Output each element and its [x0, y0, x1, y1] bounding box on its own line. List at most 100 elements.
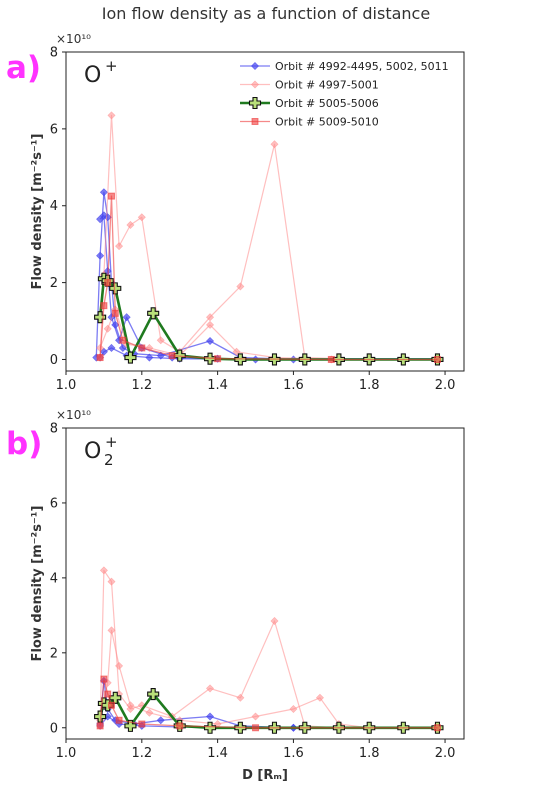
- data-point: [206, 320, 215, 329]
- x-tick-label: 2.0: [435, 746, 456, 761]
- data-point: [145, 708, 154, 717]
- series-2: [96, 566, 442, 732]
- data-point: [107, 343, 116, 352]
- data-point: [99, 188, 108, 197]
- data-point: [168, 352, 176, 360]
- data-layer: [92, 111, 444, 366]
- x-tick-label: 1.6: [283, 746, 304, 761]
- data-point: [206, 313, 215, 322]
- legend-entry: Orbit # 5009-5010: [275, 116, 379, 129]
- series-line: [95, 191, 438, 360]
- x-axis-label: D [Rₘ]: [242, 768, 288, 783]
- series-1: [96, 676, 442, 732]
- x-tick-label: 1.8: [359, 746, 380, 761]
- data-point: [107, 701, 115, 709]
- legend-marker: [250, 61, 260, 71]
- data-point: [124, 351, 137, 364]
- data-point: [107, 111, 116, 120]
- ion-label: O: [84, 439, 101, 464]
- data-point: [138, 344, 146, 352]
- data-point: [315, 693, 324, 702]
- legend-entry: Orbit # 5005-5006: [275, 97, 379, 110]
- ion-label: O: [84, 63, 101, 88]
- data-point: [147, 307, 160, 320]
- y-axis-label: Flow density [m⁻²s⁻¹]: [30, 134, 45, 290]
- series-1: [92, 188, 442, 364]
- data-point: [119, 336, 127, 344]
- data-point: [145, 353, 154, 362]
- data-point: [327, 355, 335, 363]
- legend: Orbit # 4992-4495, 5002, 5011 Orbit # 499…: [240, 60, 449, 129]
- y-tick-label: 2: [50, 646, 58, 661]
- data-point: [433, 724, 441, 732]
- y-tick-label: 2: [50, 276, 58, 291]
- data-point: [107, 626, 116, 635]
- series-line: [99, 114, 438, 361]
- data-layer: [94, 566, 444, 734]
- data-point: [96, 722, 104, 730]
- data-point: [104, 279, 112, 287]
- y-tick-label: 0: [50, 721, 58, 736]
- data-point: [270, 616, 279, 625]
- data-point: [100, 302, 108, 310]
- y-tick-label: 6: [50, 496, 58, 511]
- y-multiplier: ×10¹⁰: [56, 408, 91, 422]
- data-point: [94, 710, 107, 723]
- x-tick-label: 1.6: [283, 378, 304, 393]
- legend-entry: Orbit # 4992-4495, 5002, 5011: [275, 60, 449, 73]
- y-tick-label: 6: [50, 122, 58, 137]
- data-point: [203, 721, 217, 734]
- series-line: [99, 214, 438, 361]
- panel-b: 1.0 1.2 1.4 1.6 1.8 2.0 0 2 4 6 8×10¹⁰ Flow density…: [6, 408, 465, 783]
- data-point: [99, 347, 108, 356]
- data-point: [433, 355, 441, 363]
- y-axis-label: Flow density [m⁻²s⁻¹]: [30, 506, 45, 662]
- legend-marker: [251, 118, 259, 125]
- data-point: [122, 313, 131, 322]
- x-tick-label: 1.2: [131, 378, 152, 393]
- data-point: [118, 343, 127, 352]
- ion-charge: +: [105, 433, 118, 451]
- data-point: [270, 140, 279, 149]
- data-point: [115, 716, 123, 724]
- legend-marker: [248, 96, 262, 110]
- data-point: [96, 251, 105, 260]
- series-line: [99, 680, 438, 729]
- data-point: [109, 282, 122, 295]
- data-point: [126, 701, 135, 710]
- ion-subscript: 2: [104, 451, 114, 469]
- y-tick-label: 8: [50, 46, 58, 61]
- data-point: [156, 716, 165, 725]
- data-point: [126, 220, 135, 229]
- data-point: [206, 684, 215, 693]
- figure-title: Ion flow density as a function of distan…: [102, 4, 430, 23]
- data-point: [252, 724, 260, 732]
- series-line: [99, 678, 438, 729]
- data-point: [147, 687, 160, 701]
- x-tick-label: 1.4: [207, 746, 228, 761]
- axes-frame: [65, 51, 465, 372]
- data-point: [96, 354, 104, 362]
- axes-frame: [65, 427, 465, 740]
- series-3: [94, 272, 444, 366]
- data-point: [156, 336, 165, 345]
- data-point: [96, 215, 105, 224]
- x-tick-label: 1.0: [56, 378, 77, 393]
- data-point: [206, 712, 215, 721]
- data-point: [100, 675, 108, 683]
- data-point: [206, 336, 215, 346]
- y-tick-label: 0: [50, 353, 58, 368]
- ion-charge: +: [105, 57, 118, 75]
- data-point: [111, 309, 119, 317]
- data-point: [124, 719, 137, 732]
- data-point: [214, 355, 222, 363]
- series-line: [99, 629, 438, 729]
- panel-a: 1.0 1.2 1.4 1.6 1.8 2.0 0 2 4 6 8×10¹⁰ Flow density…: [6, 32, 465, 393]
- data-point: [107, 577, 116, 586]
- data-point: [107, 192, 115, 200]
- panel-label: a): [6, 50, 41, 86]
- x-tick-label: 2.0: [435, 378, 456, 393]
- legend-marker: [250, 80, 260, 89]
- data-point: [115, 661, 124, 670]
